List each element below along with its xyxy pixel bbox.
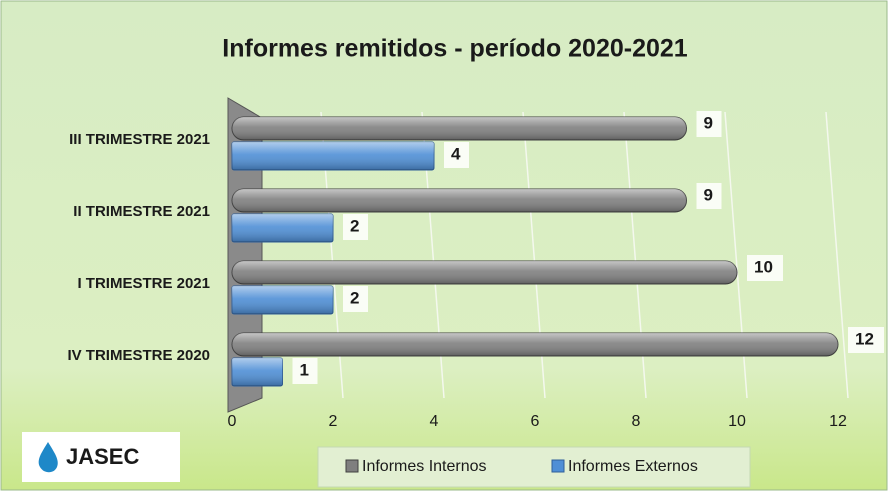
- bar-shine: [232, 214, 333, 242]
- value-label: 2: [350, 216, 359, 235]
- grid-line: [825, 111, 849, 399]
- legend-label: Informes Externos: [568, 458, 698, 475]
- x-tick-label: 2: [329, 413, 338, 430]
- value-label: 9: [704, 185, 713, 204]
- bar-shine: [232, 189, 687, 212]
- value-label-box: [292, 358, 318, 384]
- legend-box: [317, 446, 751, 488]
- y-tick-label: III TRIMESTRE 2021: [69, 131, 210, 148]
- value-label-box: [444, 142, 469, 168]
- x-tick-label: 12: [829, 413, 847, 430]
- value-label-box: [747, 255, 783, 281]
- y-tick-label: II TRIMESTRE 2021: [73, 203, 210, 220]
- bar-shine: [232, 333, 838, 356]
- value-label-box: [696, 111, 722, 137]
- bar-shine: [232, 358, 283, 386]
- x-tick-label: 0: [228, 413, 237, 430]
- value-label-box: [343, 286, 368, 312]
- legend-swatch: [551, 459, 565, 473]
- x-tick-label: 8: [632, 413, 641, 430]
- value-label: 12: [855, 329, 874, 348]
- y-tick-label: IV TRIMESTRE 2020: [67, 347, 210, 364]
- bar-shine: [232, 142, 434, 170]
- logo-text: JASEC: [66, 444, 139, 469]
- chart-title: Informes remitidos - período 2020-2021: [222, 35, 688, 63]
- y-tick-label: I TRIMESTRE 2021: [77, 275, 210, 292]
- x-tick-label: 6: [531, 413, 540, 430]
- value-label-box: [696, 183, 722, 209]
- x-tick-label: 10: [728, 413, 746, 430]
- value-label: 4: [451, 144, 461, 163]
- legend-swatch: [345, 459, 359, 473]
- value-label-box: [343, 214, 368, 240]
- legend-label: Informes Internos: [362, 458, 487, 475]
- bar-shine: [232, 261, 737, 284]
- value-label: 2: [350, 288, 359, 307]
- value-label: 9: [704, 113, 713, 132]
- logo-icon: [38, 442, 58, 473]
- bar-shine: [232, 286, 333, 314]
- x-tick-label: 4: [430, 413, 439, 430]
- value-label: 10: [754, 257, 773, 276]
- bar-shine: [232, 117, 687, 140]
- value-label-box: [848, 327, 884, 353]
- value-label: 1: [300, 360, 309, 379]
